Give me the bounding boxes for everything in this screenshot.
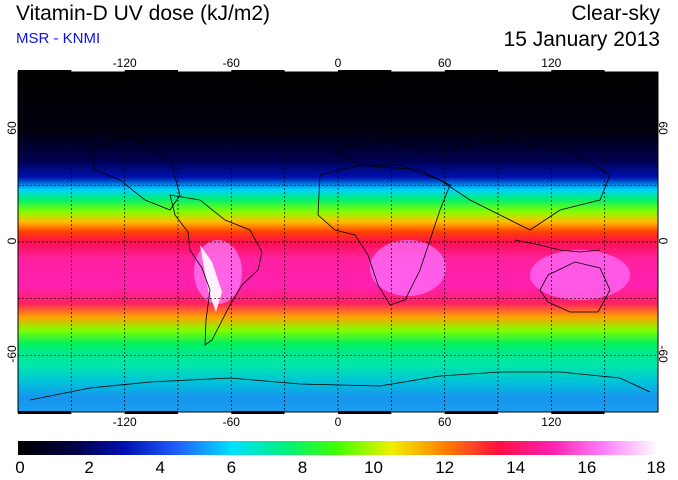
lat-tick-left: 60: [5, 121, 19, 135]
lon-tick-bottom: -60: [222, 415, 240, 429]
map-field: [18, 72, 658, 412]
colorbar-tick-label: 6: [226, 458, 237, 477]
colorbar-tick-label: 0: [15, 458, 25, 477]
lat-tick-right: 0: [656, 237, 670, 245]
graticule: [18, 72, 658, 412]
lat-tick-right: 60: [656, 121, 670, 135]
colorbar-tick-label: 2: [84, 458, 94, 477]
map-title: Vitamin-D UV dose (kJ/m2): [16, 2, 271, 25]
colorbar-tick-label: 4: [155, 458, 165, 477]
lon-tick-bottom: 60: [438, 415, 452, 429]
lon-tick-bottom: -120: [112, 415, 137, 429]
lon-tick-top: -120: [112, 56, 137, 70]
colorbar: [18, 441, 658, 455]
source-label: MSR - KNMI: [16, 30, 101, 47]
lat-tick-left: 0: [5, 237, 19, 245]
map-frame: [17, 70, 659, 414]
map-date: 15 January 2013: [503, 28, 660, 51]
colorbar-tick-label: 14: [506, 458, 526, 477]
lon-tick-top: 0: [334, 56, 342, 70]
lat-tick-right: -60: [656, 345, 670, 363]
lon-tick-bottom: 120: [541, 415, 562, 429]
coastlines: [29, 134, 651, 401]
lon-tick-top: -60: [222, 56, 240, 70]
lon-tick-bottom: 0: [334, 415, 342, 429]
colorbar-tick-label: 12: [435, 458, 455, 477]
colorbar-tick-label: 16: [577, 458, 597, 477]
lat-tick-left: -60: [5, 345, 19, 363]
colorbar-tick-label: 18: [646, 458, 666, 477]
lon-tick-top: 60: [438, 56, 452, 70]
sky-condition: Clear-sky: [571, 2, 660, 25]
lon-tick-top: 120: [541, 56, 562, 70]
colorbar-tick-label: 8: [297, 458, 308, 477]
colorbar-tick-label: 10: [364, 458, 384, 477]
